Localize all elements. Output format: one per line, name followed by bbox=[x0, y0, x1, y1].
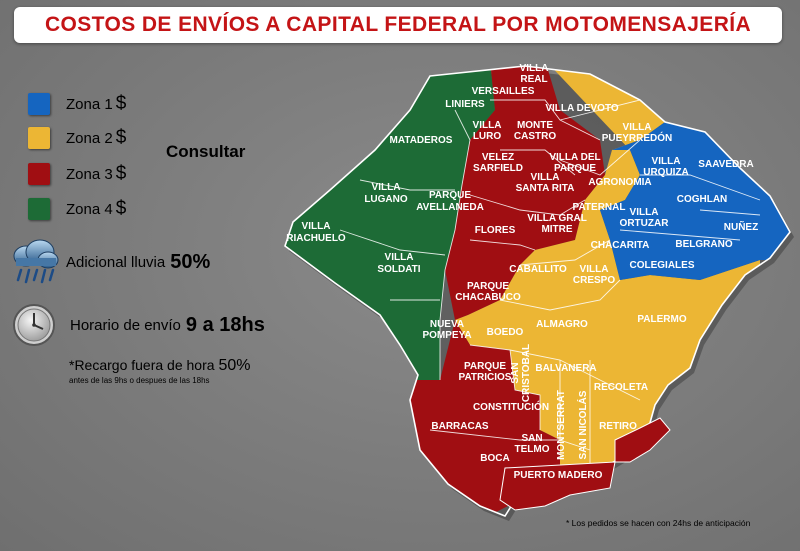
nb-recoleta: RECOLETA bbox=[594, 382, 648, 393]
nb-villa-del-parque: VILLA DEL PARQUE bbox=[549, 152, 600, 174]
nb-villa-urquiza: VILLA URQUIZA bbox=[643, 156, 689, 178]
nb-parque-chacabuco: PARQUE CHACABUCO bbox=[455, 281, 521, 303]
nb-villa-crespo: VILLA CRESPO bbox=[573, 264, 615, 286]
rain-surcharge: Adicional lluvia 50% bbox=[8, 236, 210, 288]
nb-balvanera: BALVANERA bbox=[535, 363, 596, 374]
zone-3-symbol: $ bbox=[115, 163, 127, 184]
legend-zone-4: Zona 4 $ bbox=[28, 198, 126, 220]
zone-4-swatch bbox=[28, 198, 50, 220]
surcharge-detail: antes de las 9hs o despues de las 18hs bbox=[69, 376, 210, 385]
rain-value: 50% bbox=[170, 250, 211, 273]
nb-colegiales: COLEGIALES bbox=[629, 260, 694, 271]
rain-cloud-icon bbox=[13, 239, 59, 284]
nb-san-telmo: SAN TELMO bbox=[515, 433, 550, 455]
zone-2-swatch bbox=[28, 127, 50, 149]
legend-zone-2: Zona 2 $ bbox=[28, 127, 126, 149]
nb-belgrano: BELGRANO bbox=[675, 239, 732, 250]
page-title: COSTOS DE ENVÍOS A CAPITAL FEDERAL POR M… bbox=[44, 13, 752, 36]
title-banner: COSTOS DE ENVÍOS A CAPITAL FEDERAL POR M… bbox=[14, 7, 782, 43]
nb-villa-ortuzar: VILLA ORTUZAR bbox=[620, 207, 670, 229]
nb-versailles: VERSAILLES bbox=[472, 86, 535, 97]
nb-villa-real: VILLA REAL bbox=[520, 63, 549, 85]
nb-liniers: LINIERS bbox=[445, 99, 485, 110]
nb-monte-castro: MONTE CASTRO bbox=[514, 120, 556, 142]
zone-2-label: Zona 2 bbox=[66, 130, 113, 147]
puerto-madero-docks bbox=[499, 417, 671, 511]
nb-velez-sarfield: VELEZ SARFIELD bbox=[473, 152, 523, 174]
nb-san-nicolas: SAN NICOLÁS bbox=[576, 390, 589, 459]
zone-3-swatch bbox=[28, 163, 50, 185]
nb-parque-avellaneda: PARQUE AVELLANEDA bbox=[416, 190, 484, 213]
zone-1-swatch bbox=[28, 93, 50, 115]
surcharge-value: 50% bbox=[218, 357, 251, 374]
consultar-label: Consultar bbox=[166, 142, 246, 161]
nb-villa-pueyrredon: VILLA PUEYRREDÓN bbox=[602, 122, 673, 144]
nb-villa-santa-rita: VILLA SANTA RITA bbox=[516, 172, 575, 194]
nb-saavedra: SAAVEDRA bbox=[698, 159, 753, 170]
legend-zone-1: Zona 1 $ bbox=[28, 93, 126, 115]
nb-nueva-pompeya: NUEVA POMPEYA bbox=[422, 319, 471, 341]
nb-boedo: BOEDO bbox=[487, 327, 524, 338]
surcharge-note: *Recargo fuera de hora 50% antes de las … bbox=[69, 357, 250, 385]
hours-value: 9 a 18hs bbox=[185, 313, 265, 336]
nb-parque-patricios: PARQUE PATRICIOS bbox=[459, 361, 512, 383]
nb-chacarita: CHACARITA bbox=[591, 240, 650, 251]
nb-villa-riachuelo: VILLA RIACHUELO bbox=[286, 221, 346, 244]
zone-1-symbol: $ bbox=[115, 93, 127, 114]
nb-almagro: ALMAGRO bbox=[536, 319, 588, 330]
neighborhood-borders bbox=[339, 99, 761, 470]
clock-icon bbox=[13, 304, 55, 346]
nb-palermo: PALERMO bbox=[637, 314, 686, 325]
nb-constitucion: CONSTITUCIÓN bbox=[473, 400, 549, 413]
footnote: * Los pedidos se hacen con 24hs de antic… bbox=[566, 518, 751, 528]
zone-2-region-center bbox=[455, 66, 760, 400]
nb-mataderos: MATADEROS bbox=[390, 135, 453, 146]
nb-villa-devoto: VILLA DEVOTO bbox=[545, 103, 619, 114]
nb-villa-soldati: VILLA SOLDATI bbox=[377, 252, 420, 275]
nb-puerto-madero: PUERTO MADERO bbox=[514, 470, 603, 481]
zone-2-symbol: $ bbox=[115, 127, 127, 148]
delivery-hours: Horario de envío 9 a 18hs bbox=[12, 302, 265, 348]
nb-boca: BOCA bbox=[480, 453, 509, 464]
legend-zone-3: Zona 3 $ bbox=[28, 163, 126, 185]
nb-paternal: PATERNAL bbox=[573, 202, 626, 213]
nb-villa-gral-mitre: VILLA GRAL MITRE bbox=[527, 213, 587, 235]
zone-1-label: Zona 1 bbox=[66, 96, 113, 113]
nb-villa-luro: VILLA LURO bbox=[473, 120, 502, 142]
neighborhood-labels: VILLA REAL VERSAILLES LINIERS VILLA DEVOT… bbox=[286, 63, 758, 481]
zone-3-label: Zona 3 bbox=[66, 166, 113, 183]
nb-villa-lugano: VILLA LUGANO bbox=[364, 182, 408, 205]
nb-caballito: CABALLITO bbox=[509, 264, 567, 275]
rain-label: Adicional lluvia bbox=[66, 253, 166, 271]
nb-flores: FLORES bbox=[475, 225, 516, 236]
nb-coghlan: COGHLAN bbox=[677, 194, 728, 205]
zone-4-symbol: $ bbox=[115, 198, 127, 219]
nb-nunez: NUÑEZ bbox=[724, 220, 758, 233]
surcharge-label: *Recargo fuera de hora bbox=[69, 357, 215, 373]
nb-barracas: BARRACAS bbox=[431, 421, 489, 432]
nb-agronomia: AGRONOMIA bbox=[588, 177, 651, 188]
nb-san-cristobal: SANCRISTOBAL bbox=[510, 344, 532, 402]
zone-3-region-west bbox=[445, 66, 605, 320]
hours-label: Horario de envío bbox=[70, 316, 181, 334]
zone-4-label: Zona 4 bbox=[66, 201, 113, 218]
nb-retiro: RETIRO bbox=[599, 421, 637, 432]
nb-montserrat: MONTSERRAT bbox=[556, 390, 567, 460]
